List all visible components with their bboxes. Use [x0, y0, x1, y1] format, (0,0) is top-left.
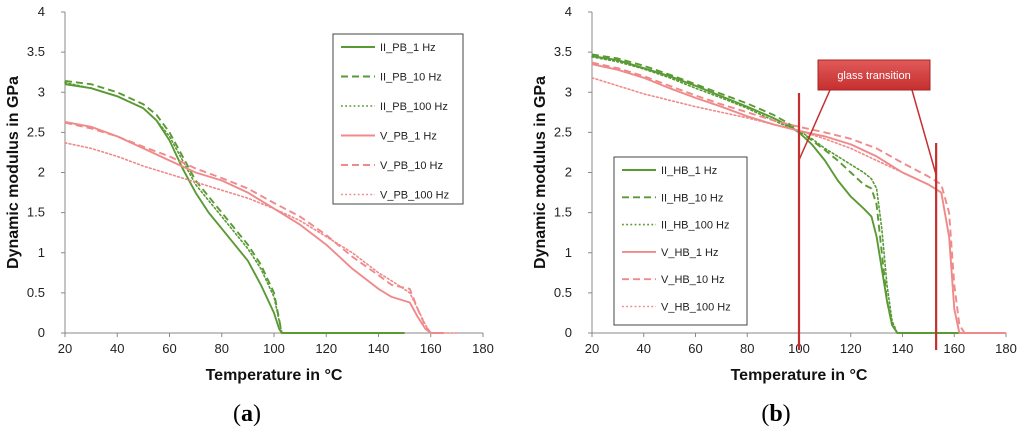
- x-tick-label: 40: [110, 341, 124, 356]
- x-tick-label: 60: [162, 341, 176, 356]
- y-axis-title: Dynamic modulus in GPa: [5, 76, 22, 269]
- legend-label: II_HB_100 Hz: [661, 220, 729, 232]
- legend-label: V_PB_1 Hz: [380, 131, 437, 143]
- x-tick-label: 120: [315, 341, 337, 356]
- panel-letter: a: [241, 401, 253, 427]
- legend-label: II_PB_100 Hz: [380, 101, 448, 113]
- legend-label: II_HB_1 Hz: [661, 165, 717, 177]
- y-tick-label: 2.5: [554, 124, 572, 139]
- y-axis-title: Dynamic modulus in GPa: [532, 76, 549, 269]
- legend-box: [332, 33, 464, 205]
- x-tick-label: 120: [840, 341, 862, 356]
- y-tick-label: 3: [565, 84, 572, 99]
- legend-label: V_HB_10 Hz: [661, 274, 725, 286]
- series-line-ii-hb-1-hz: [591, 55, 1006, 334]
- y-tick-label: 3.5: [554, 44, 572, 59]
- series-line-ii-pb-10-hz: [64, 80, 283, 334]
- glass-transition-callout: [817, 59, 931, 91]
- legend-label: V_PB_100 Hz: [380, 190, 449, 202]
- glass-transition-leader: [911, 89, 937, 176]
- legend-label: V_HB_1 Hz: [661, 247, 718, 259]
- series-line-ii-hb-10-hz: [591, 53, 899, 334]
- x-tick-label: 20: [58, 341, 72, 356]
- x-axis-title: Temperature in °C: [206, 367, 343, 384]
- chart-panel-b: 00.511.522.533.5420406080100120140160180…: [532, 4, 1017, 427]
- legend-label: II_PB_10 Hz: [380, 72, 442, 84]
- legend-label: II_HB_10 Hz: [661, 192, 723, 204]
- series-line-v-pb-100-hz: [64, 142, 458, 334]
- legend-box: [613, 156, 748, 326]
- x-tick-label: 140: [892, 341, 914, 356]
- x-tick-label: 160: [943, 341, 965, 356]
- x-tick-label: 180: [995, 341, 1017, 356]
- x-tick-label: 100: [263, 341, 285, 356]
- panel-label: (b): [761, 401, 790, 427]
- y-tick-label: 4: [565, 4, 572, 19]
- legend-label: V_HB_100 Hz: [661, 302, 731, 314]
- x-axis-title: Temperature in °C: [731, 367, 868, 384]
- y-tick-label: 3.5: [27, 44, 45, 59]
- y-tick-label: 3: [38, 84, 45, 99]
- x-tick-label: 80: [215, 341, 229, 356]
- x-tick-label: 140: [368, 341, 390, 356]
- y-tick-label: 0: [565, 325, 572, 340]
- legend-label: II_PB_1 Hz: [380, 42, 436, 54]
- panel-letter: b: [769, 401, 782, 427]
- y-tick-label: 0: [38, 325, 45, 340]
- x-tick-label: 180: [472, 341, 494, 356]
- series-line-v-hb-10-hz: [591, 61, 966, 334]
- series-line-v-pb-1-hz: [64, 120, 444, 334]
- y-tick-label: 1.5: [554, 205, 572, 220]
- chart-panel-a: 0 0.5 1 1.5 2 2.5 3 3.5 4 20 40 60 80 100 120 140 160 180…: [5, 4, 494, 427]
- series-line-v-pb-10-hz: [64, 121, 432, 334]
- x-tick-label: 20: [585, 341, 599, 356]
- y-tick-label: 4: [38, 4, 45, 19]
- y-tick-label: 2: [38, 165, 45, 180]
- y-tick-label: 0.5: [554, 285, 572, 300]
- glass-transition-label: glass transition: [837, 70, 910, 82]
- x-tick-label: 60: [688, 341, 702, 356]
- x-tick-label: 80: [740, 341, 754, 356]
- y-tick-label: 1: [38, 245, 45, 260]
- y-tick-label: 1.5: [27, 205, 45, 220]
- y-tick-label: 1: [565, 245, 572, 260]
- y-tick-label: 2.5: [27, 124, 45, 139]
- series-line-ii-pb-100-hz: [64, 81, 283, 334]
- panel-label: (a): [233, 401, 261, 427]
- y-tick-label: 0.5: [27, 285, 45, 300]
- series-line-v-hb-100-hz: [591, 77, 961, 334]
- glass-transition-leader: [798, 89, 831, 161]
- y-tick-label: 2: [565, 165, 572, 180]
- x-tick-label: 40: [637, 341, 651, 356]
- series-line-ii-hb-100-hz: [591, 56, 899, 334]
- legend-label: V_PB_10 Hz: [380, 160, 443, 172]
- x-tick-label: 160: [420, 341, 442, 356]
